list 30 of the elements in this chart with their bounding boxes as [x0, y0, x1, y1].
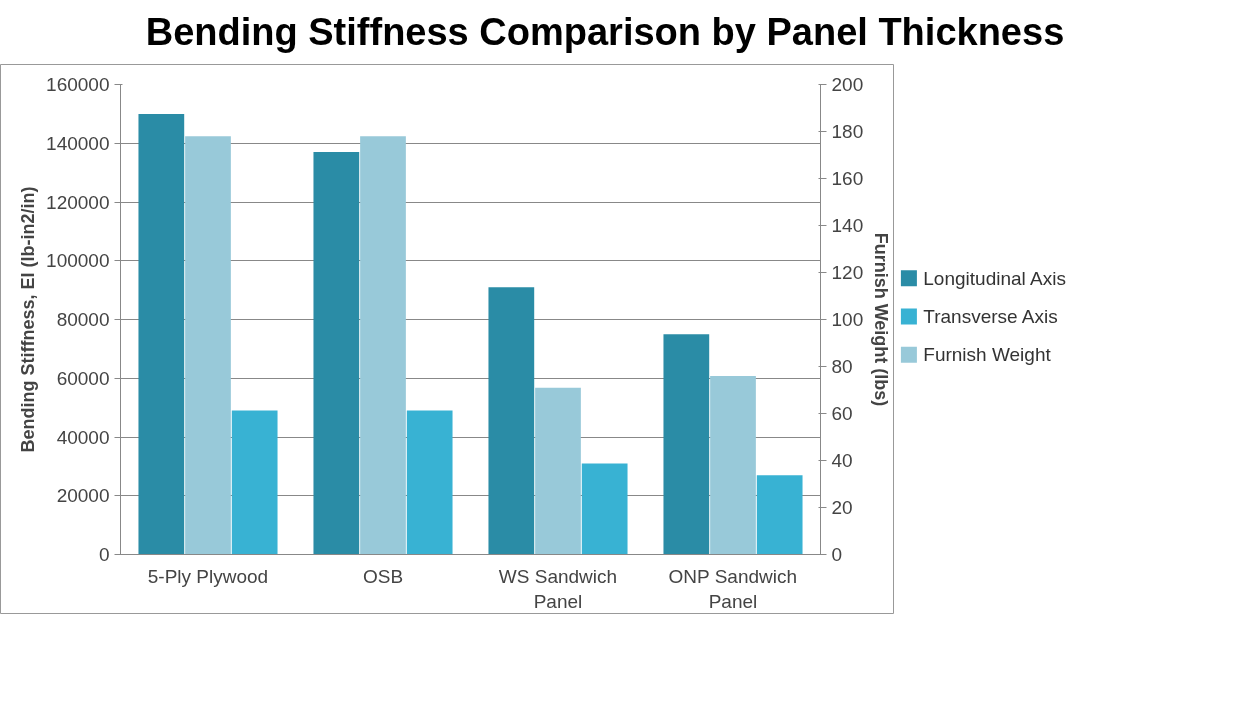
- legend-label: Furnish Weight: [923, 344, 1052, 366]
- y-tick-label: 60000: [56, 368, 110, 390]
- y-tick-label: 40000: [56, 426, 110, 448]
- y-tick-label: 20000: [56, 485, 110, 507]
- y-axis-title: Bending Stiffness, EI (lb-in2/in): [18, 186, 39, 453]
- y2-tick-label: 40: [831, 450, 853, 472]
- y2-tick-label: 180: [831, 121, 864, 143]
- chart-title: Bending Stiffness Comparison by Panel Thickness: [145, 10, 1065, 55]
- y2-tick-label: 60: [831, 403, 853, 425]
- x-tick-label: OSB: [362, 565, 404, 587]
- y2-tick-label: 120: [831, 262, 864, 284]
- y2-tick-label: 140: [831, 215, 864, 237]
- y-tick-label: 160000: [46, 74, 110, 96]
- y2-axis-title: Furnish Weight (lbs): [871, 232, 892, 407]
- y-tick-label: 140000: [46, 133, 110, 155]
- y2-tick-label: 100: [831, 309, 864, 331]
- y2-tick-label: 80: [831, 356, 853, 378]
- y-tick-label: 80000: [56, 309, 110, 331]
- x-tick-label: WS Sandwich Panel: [498, 565, 618, 612]
- y-tick-label: 120000: [46, 191, 110, 213]
- y-tick-label: 100000: [46, 250, 110, 272]
- legend-label: Transverse Axis: [923, 306, 1058, 328]
- x-tick-label: ONP Sandwich Panel: [668, 565, 798, 612]
- x-tick-label: 5-Ply Plywood: [147, 565, 269, 587]
- y2-tick-label: 200: [831, 74, 864, 96]
- y2-tick-label: 160: [831, 168, 864, 190]
- y2-tick-label: 20: [831, 497, 853, 519]
- y-tick-label: 0: [98, 544, 110, 566]
- legend-label: Longitudinal Axis: [923, 268, 1066, 290]
- y2-tick-label: 0: [831, 544, 843, 566]
